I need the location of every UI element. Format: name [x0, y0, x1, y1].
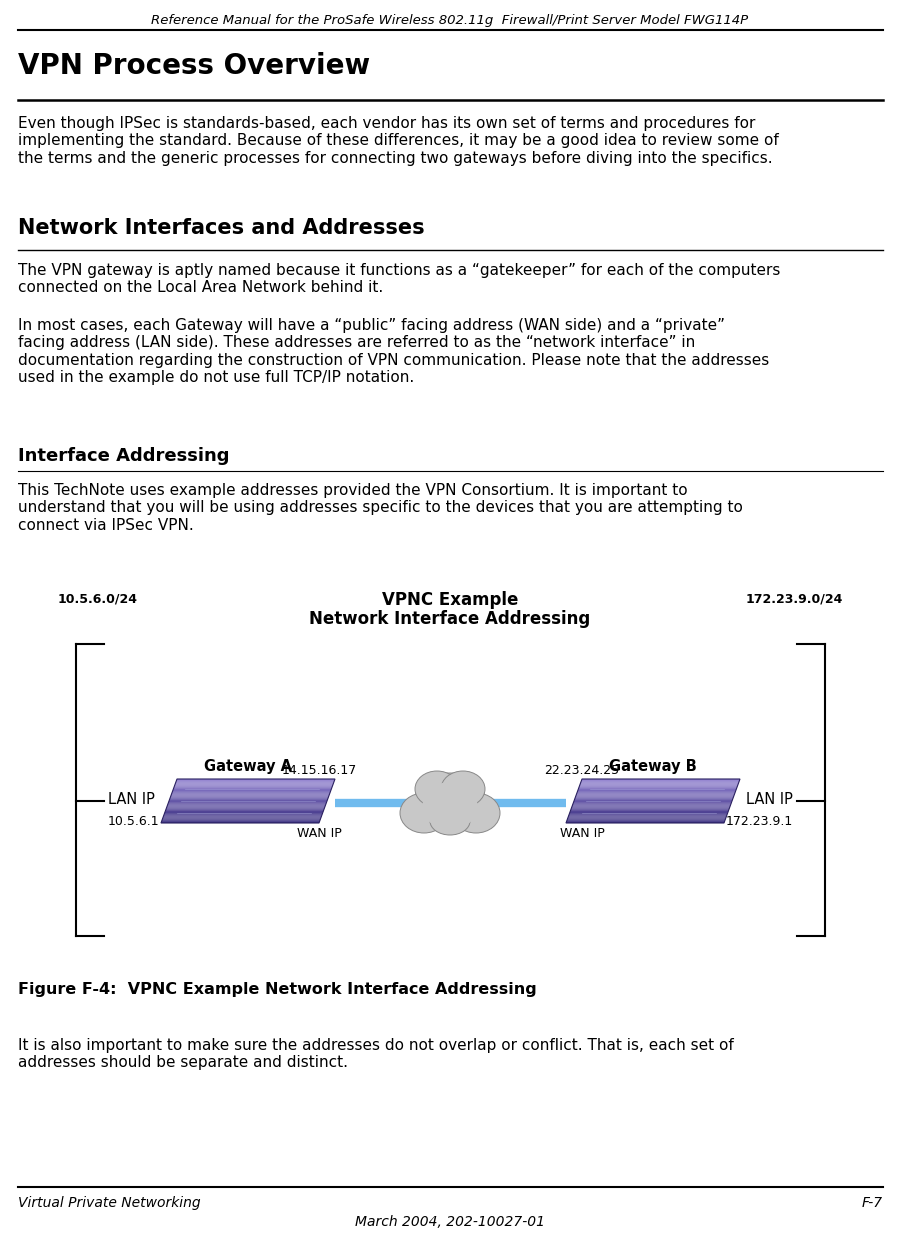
Text: WAN IP: WAN IP	[560, 827, 605, 840]
Text: It is also important to make sure the addresses do not overlap or conflict. That: It is also important to make sure the ad…	[18, 1038, 733, 1070]
Text: The VPN gateway is aptly named because it functions as a “gatekeeper” for each o: The VPN gateway is aptly named because i…	[18, 263, 780, 295]
Text: VPNC Example: VPNC Example	[382, 591, 518, 609]
Text: VPN Process Overview: VPN Process Overview	[18, 52, 370, 80]
Text: Interface Addressing: Interface Addressing	[18, 447, 230, 465]
Text: Virtual Private Networking: Virtual Private Networking	[18, 1196, 201, 1210]
Text: 10.5.6.0/24: 10.5.6.0/24	[58, 593, 138, 606]
Text: INTERNET: INTERNET	[427, 801, 473, 810]
Text: Figure F-4:  VPNC Example Network Interface Addressing: Figure F-4: VPNC Example Network Interfa…	[18, 982, 537, 997]
Ellipse shape	[414, 773, 486, 834]
Text: LAN IP: LAN IP	[108, 792, 155, 807]
Text: Network Interface Addressing: Network Interface Addressing	[309, 611, 591, 628]
Ellipse shape	[400, 792, 448, 834]
Text: 172.23.9.1: 172.23.9.1	[725, 815, 793, 829]
Text: Gateway A: Gateway A	[204, 759, 292, 774]
Text: This TechNote uses example addresses provided the VPN Consortium. It is importan: This TechNote uses example addresses pro…	[18, 483, 743, 533]
Text: LAN IP: LAN IP	[746, 792, 793, 807]
Text: Gateway B: Gateway B	[609, 759, 696, 774]
Ellipse shape	[441, 771, 485, 807]
Text: Network Interfaces and Addresses: Network Interfaces and Addresses	[18, 218, 424, 238]
Text: Even though IPSec is standards-based, each vendor has its own set of terms and p: Even though IPSec is standards-based, ea…	[18, 116, 778, 166]
Text: 10.5.6.1: 10.5.6.1	[108, 815, 159, 829]
Text: In most cases, each Gateway will have a “public” facing address (WAN side) and a: In most cases, each Gateway will have a …	[18, 318, 769, 385]
Ellipse shape	[415, 771, 459, 807]
Ellipse shape	[452, 792, 500, 834]
Text: 14.15.16.17: 14.15.16.17	[281, 764, 357, 778]
Text: F-7: F-7	[862, 1196, 883, 1210]
Text: WAN IP: WAN IP	[296, 827, 341, 840]
Text: 172.23.9.0/24: 172.23.9.0/24	[746, 593, 843, 606]
Text: 22.23.24.25: 22.23.24.25	[544, 764, 620, 778]
Text: Reference Manual for the ProSafe Wireless 802.11g  Firewall/Print Server Model F: Reference Manual for the ProSafe Wireles…	[151, 14, 749, 27]
Ellipse shape	[430, 807, 470, 835]
Ellipse shape	[423, 782, 478, 830]
Text: March 2004, 202-10027-01: March 2004, 202-10027-01	[355, 1215, 545, 1229]
